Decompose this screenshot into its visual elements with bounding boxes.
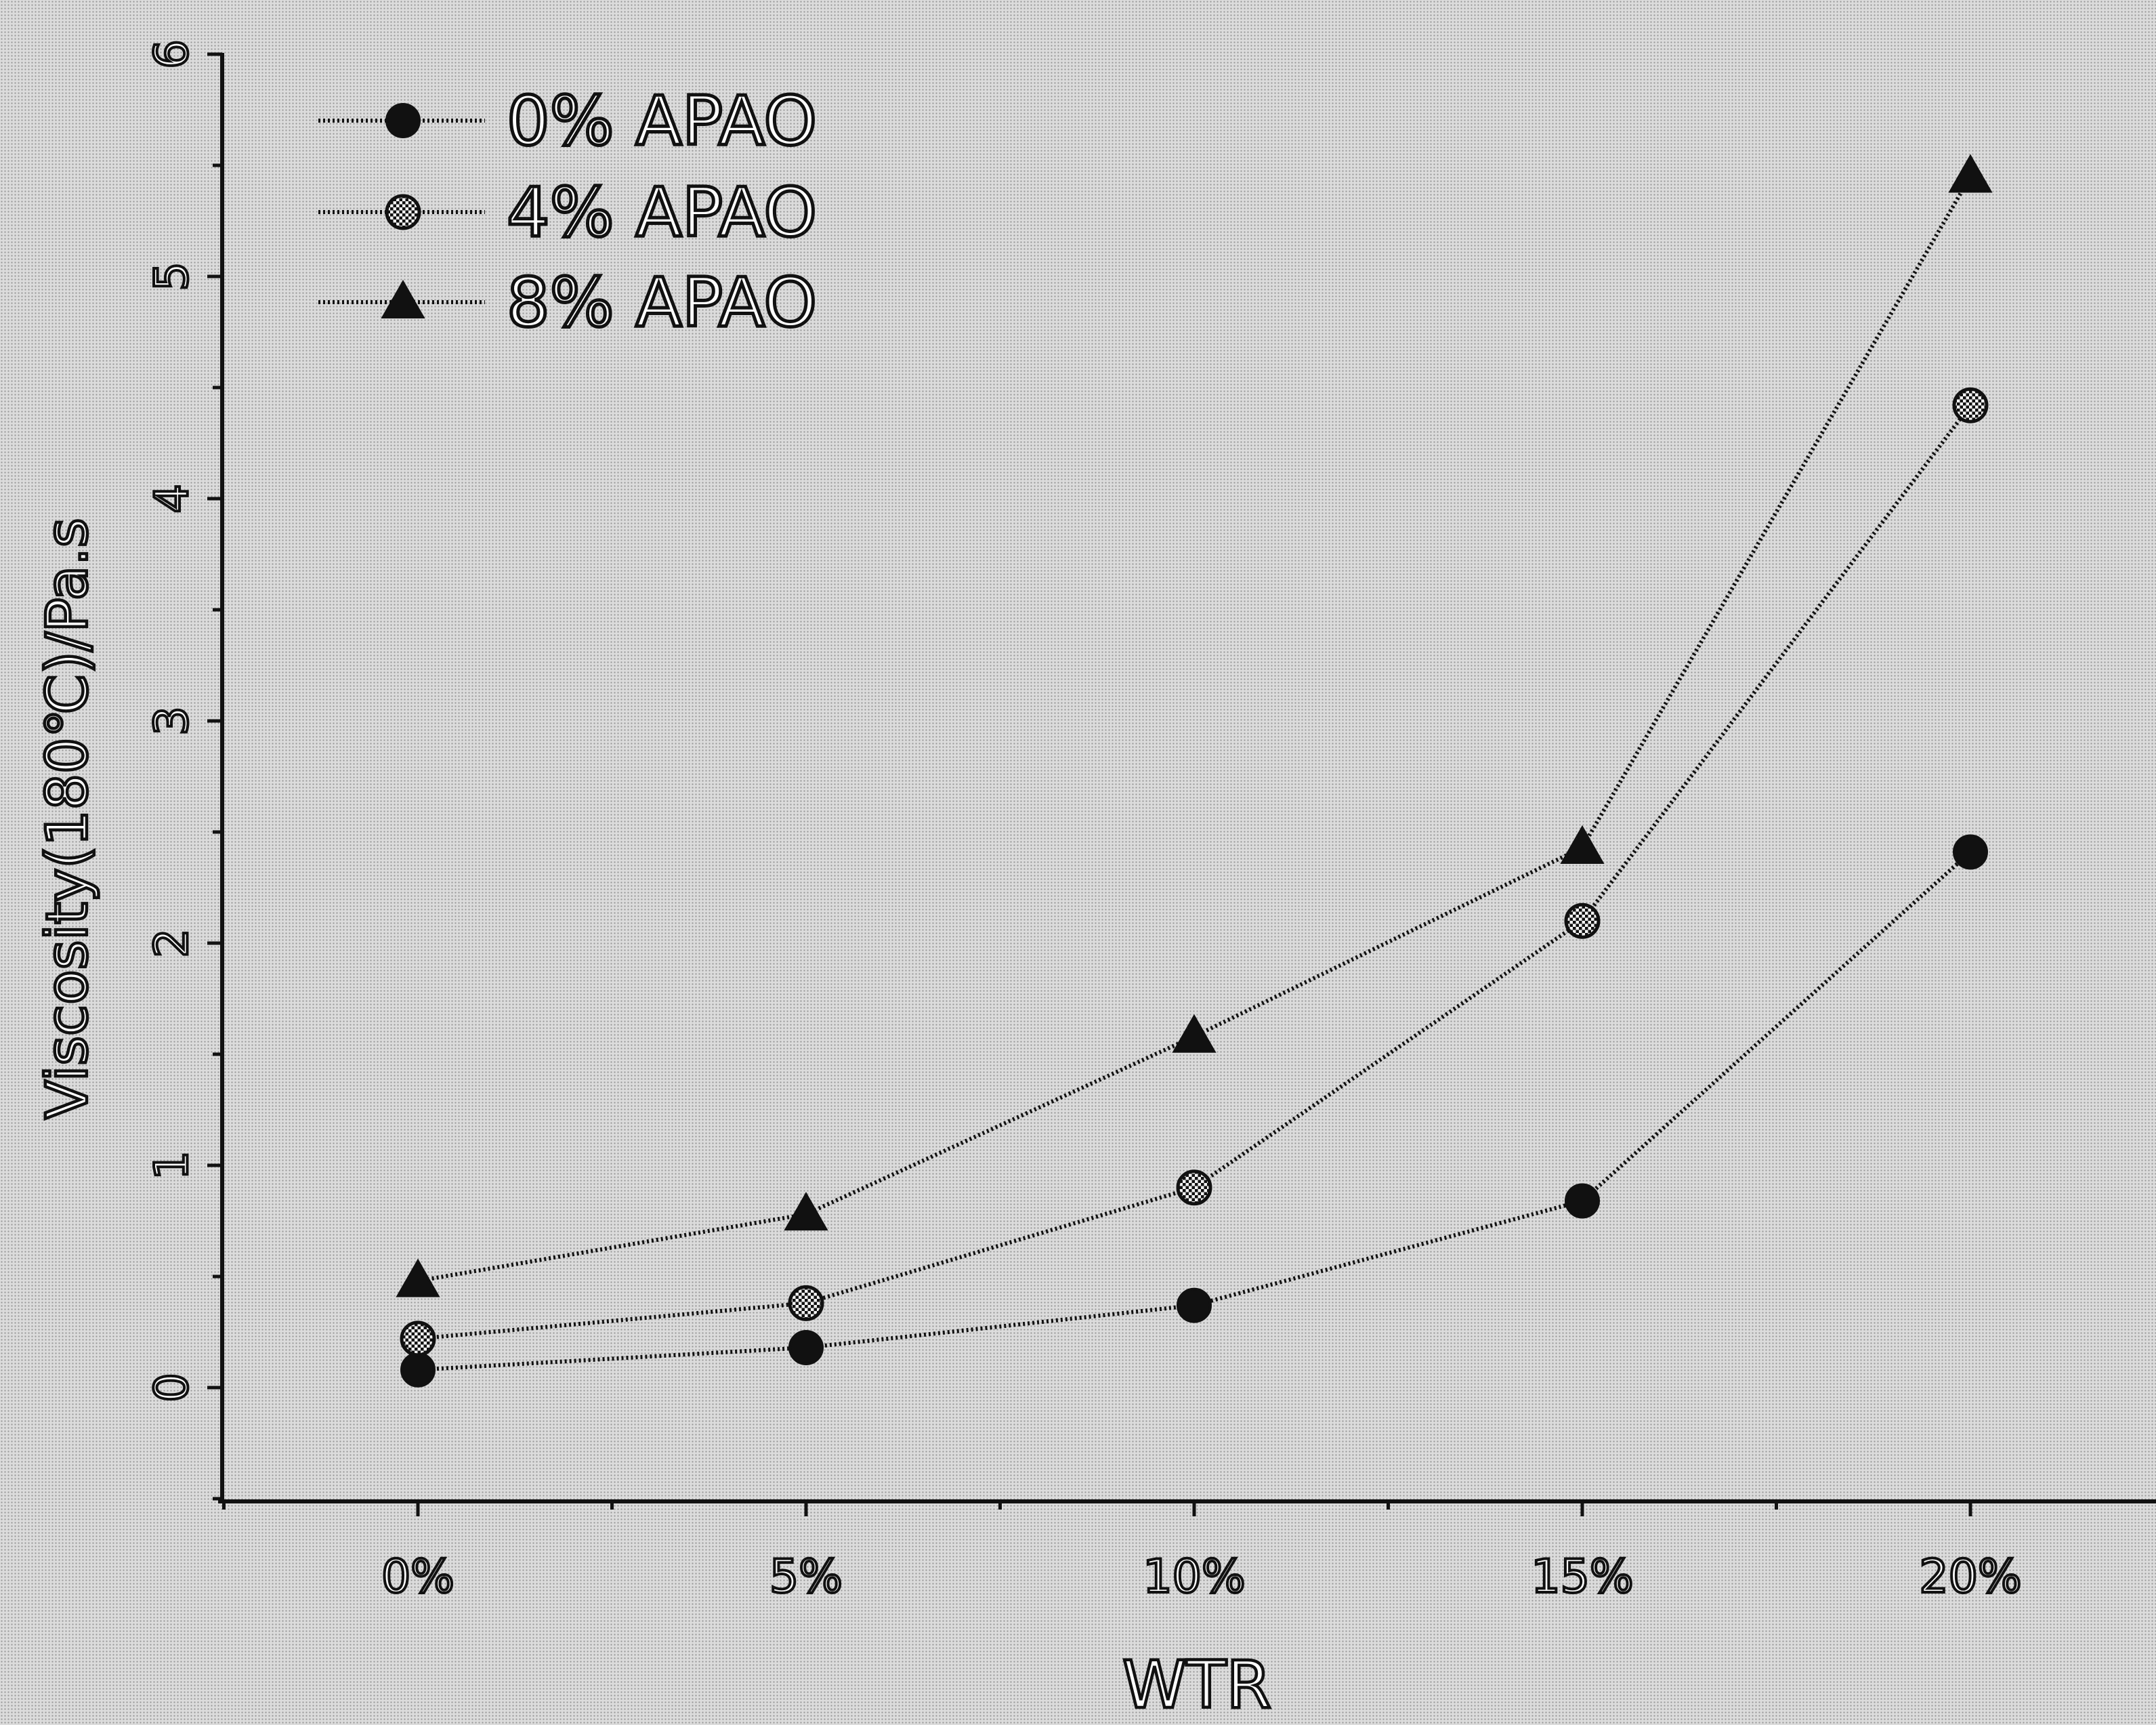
series-1-point <box>788 1285 824 1321</box>
series-0-point <box>1953 834 1988 870</box>
series-2-point <box>784 1192 828 1231</box>
series-layer <box>396 154 1993 1388</box>
y-tick-label: 1 <box>146 1150 199 1180</box>
series-0-point <box>400 1352 436 1388</box>
x-tick-label: 20% <box>1919 1550 2021 1604</box>
y-tick-label: 0 <box>146 1373 199 1402</box>
x-tick-label: 15% <box>1531 1550 1633 1604</box>
y-axis-title: Viscosity(180℃)/Pa.s <box>34 518 100 1119</box>
legend-label-2: 8% APAO <box>507 263 817 342</box>
series-line-1 <box>417 404 1972 1341</box>
legend-label-0: 0% APAO <box>507 81 817 161</box>
legend: 0% APAO 4% APAO 8% APAO <box>318 80 819 344</box>
y-tick-label: 5 <box>146 262 199 291</box>
legend-marker-2 <box>381 279 425 318</box>
series-2-point <box>1948 154 1993 193</box>
legend-label-1: 4% APAO <box>507 173 817 252</box>
x-tick-label: 5% <box>769 1550 843 1604</box>
y-tick-label: 2 <box>146 928 199 957</box>
legend-marker-1 <box>385 194 421 230</box>
y-tick-label: 3 <box>146 706 199 735</box>
x-axis-title: WTR <box>1122 1647 1271 1723</box>
series-2-point <box>1172 1014 1217 1053</box>
series-2-point <box>396 1258 440 1297</box>
series-0-point <box>788 1329 824 1365</box>
legend-marker-0 <box>385 103 421 138</box>
y-tick-label: 6 <box>146 39 199 68</box>
series-1-point <box>1952 387 1989 423</box>
series-0-point <box>1177 1287 1212 1323</box>
series-0-point <box>1565 1183 1600 1219</box>
series-1-point <box>1564 902 1601 939</box>
legend-marker-2-shape <box>381 279 425 318</box>
series-2-point <box>1560 825 1605 864</box>
series-1-point <box>1176 1169 1212 1206</box>
series-1-point <box>400 1321 436 1357</box>
legend-marker-1-shape <box>385 194 421 230</box>
y-tick-label: 4 <box>146 484 199 513</box>
legend-marker-0-shape <box>385 103 421 138</box>
x-tick-label: 0% <box>381 1550 455 1604</box>
x-axis-ticks: 0% 5% 10% 15% 20% <box>222 1501 2023 1605</box>
x-tick-label: 10% <box>1143 1550 1245 1604</box>
y-axis-ticks: 0 1 2 3 4 5 6 <box>144 38 222 1501</box>
